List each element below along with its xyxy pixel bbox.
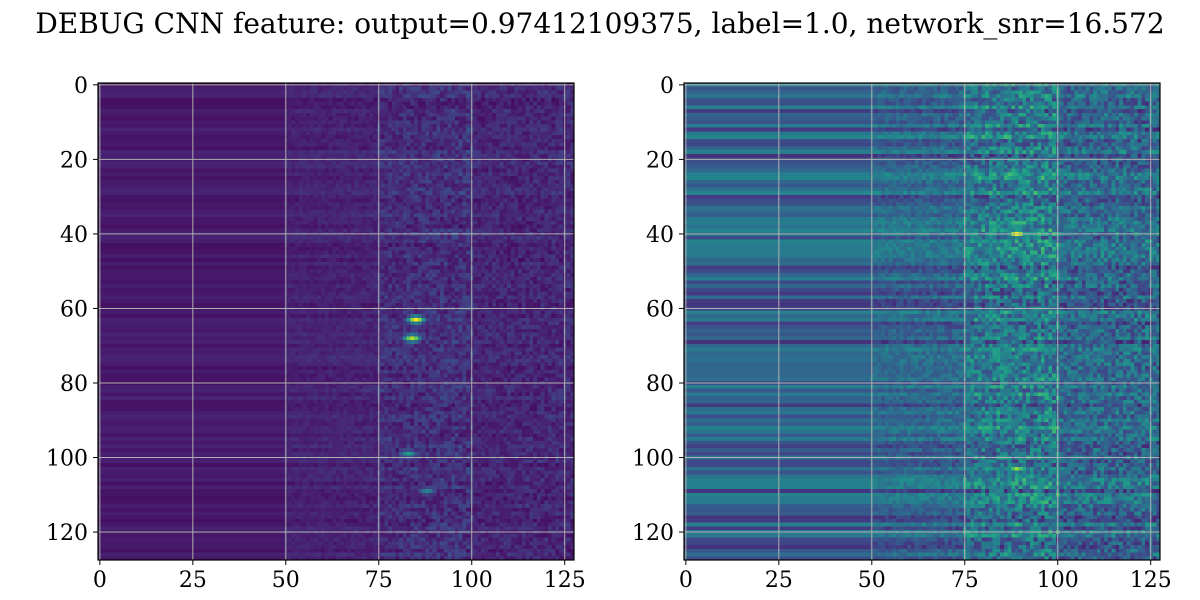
y-tick-label: 120 <box>632 521 674 546</box>
y-tick-label: 20 <box>646 148 674 173</box>
panel-frame <box>683 82 1161 561</box>
y-tick-label: 40 <box>60 223 88 248</box>
x-tick-label: 0 <box>679 568 693 593</box>
x-tick-label: 25 <box>765 568 793 593</box>
y-tick-label: 100 <box>632 447 674 472</box>
x-tick-label: 50 <box>858 568 886 593</box>
x-tick-label: 125 <box>1130 568 1172 593</box>
y-tick-label: 60 <box>646 297 674 322</box>
figure-title: DEBUG CNN feature: output=0.97412109375,… <box>35 7 1164 40</box>
x-tick-label: 25 <box>179 568 207 593</box>
panel-frame <box>97 82 575 561</box>
x-tick-label: 75 <box>365 568 393 593</box>
x-tick-label: 50 <box>272 568 300 593</box>
y-tick-label: 80 <box>646 372 674 397</box>
y-tick-label: 0 <box>660 74 674 99</box>
x-tick-label: 100 <box>451 568 493 593</box>
y-tick-label: 60 <box>60 297 88 322</box>
x-tick-label: 0 <box>93 568 107 593</box>
heatmap-image <box>684 83 1160 560</box>
y-tick-label: 40 <box>646 223 674 248</box>
x-tick-label: 75 <box>951 568 979 593</box>
y-tick-label: 20 <box>60 148 88 173</box>
heatmap-panel-left: 0 25 50 75 100 125 0 20 40 60 80 100 120 <box>46 74 586 593</box>
y-tick-label: 100 <box>46 447 88 472</box>
y-tick-label: 120 <box>46 521 88 546</box>
y-tick-label: 80 <box>60 372 88 397</box>
x-tick-label: 125 <box>544 568 586 593</box>
x-tick-label: 100 <box>1037 568 1079 593</box>
y-tick-label: 0 <box>74 74 88 99</box>
heatmap-panel-right: 0 25 50 75 100 125 0 20 40 60 80 100 120 <box>632 74 1172 593</box>
heatmap-image <box>98 83 574 560</box>
